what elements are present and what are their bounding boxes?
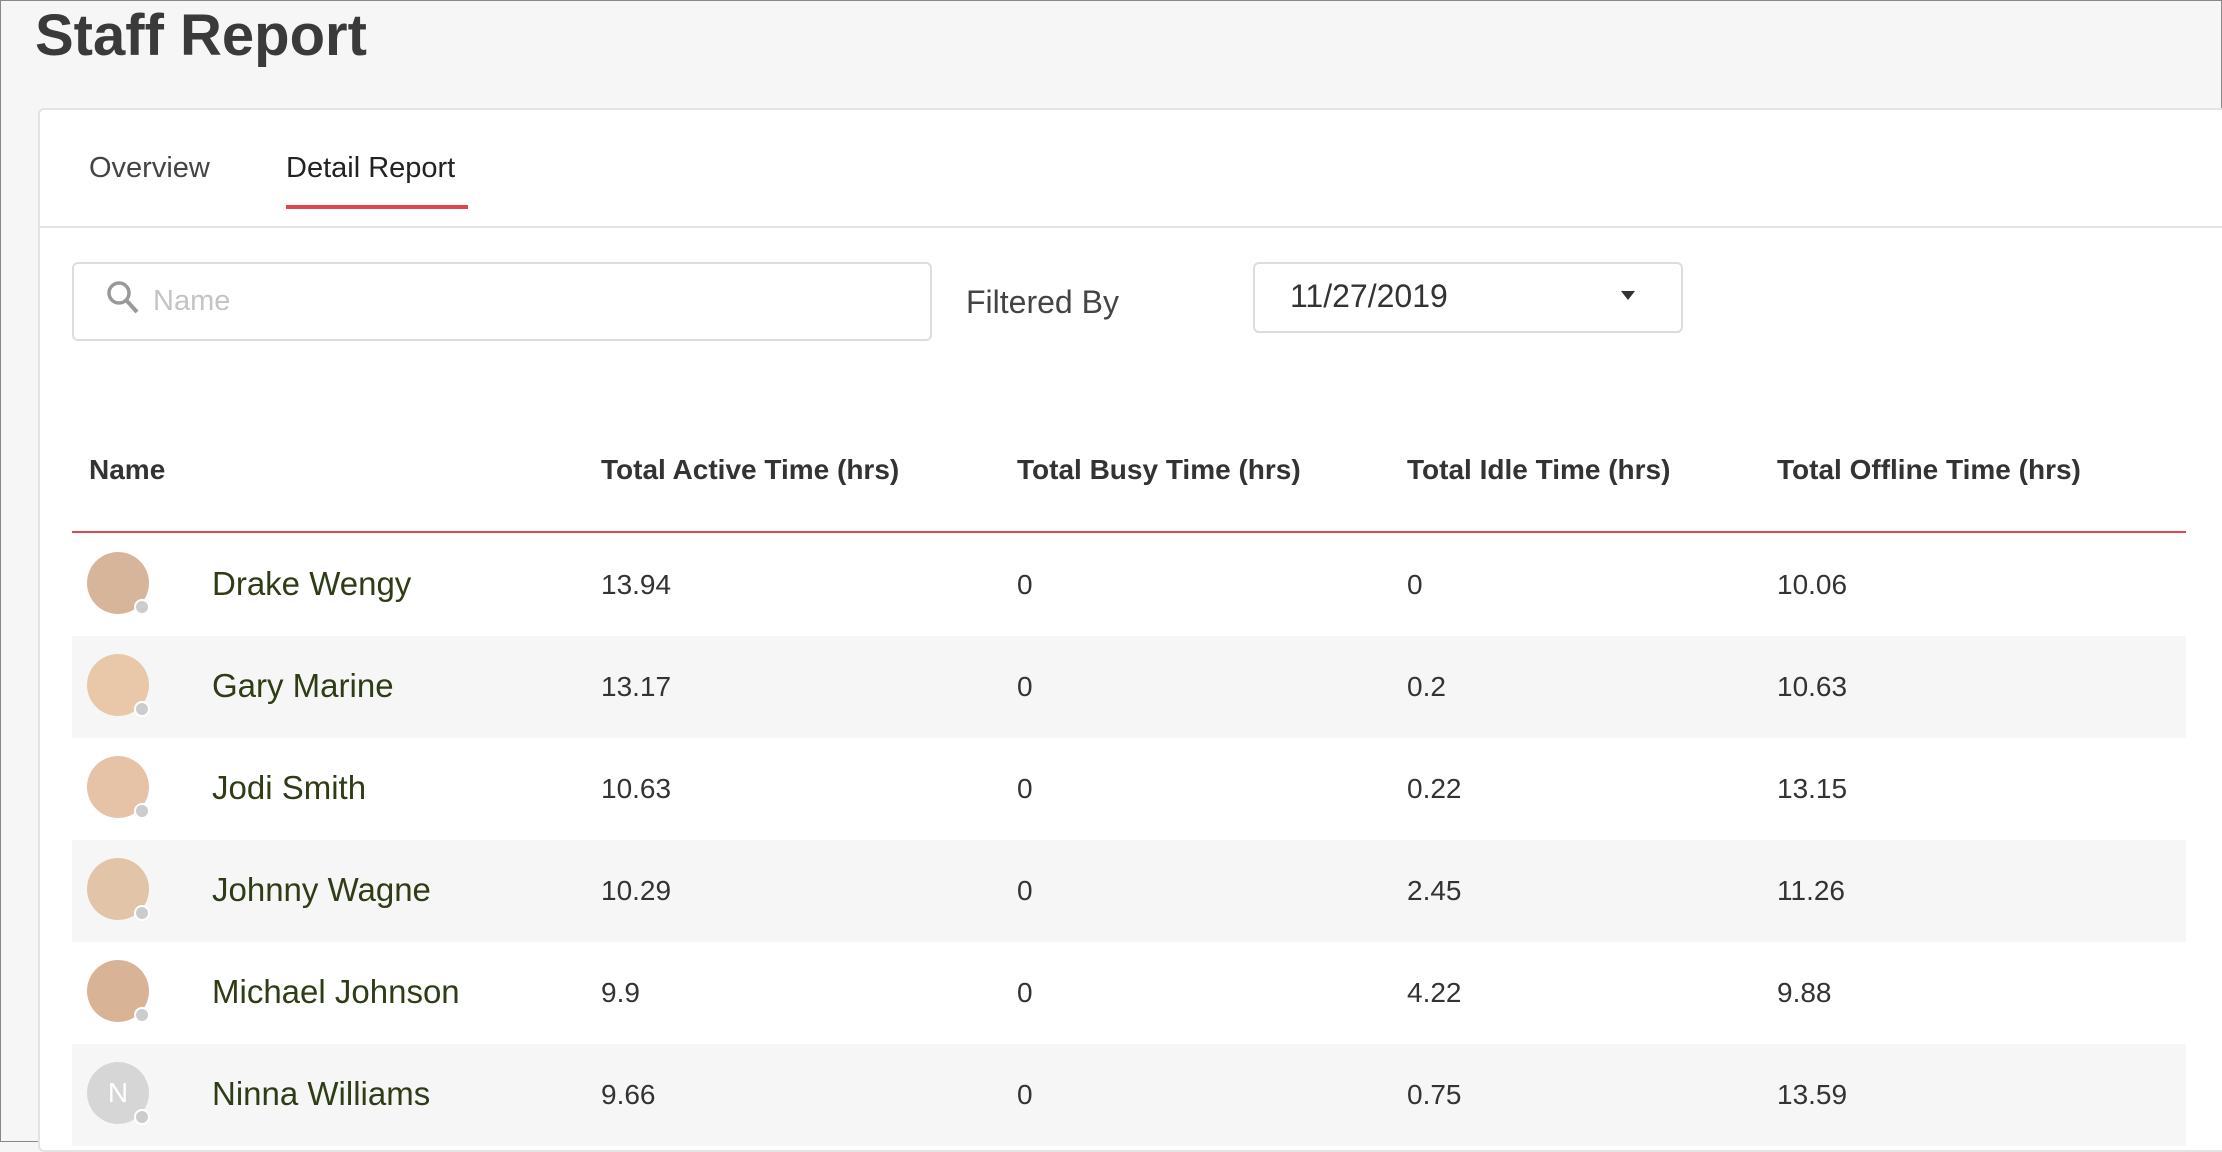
cell: 13.17 bbox=[601, 671, 672, 702]
staff-name: Gary Marine bbox=[212, 667, 394, 704]
cell: 0.22 bbox=[1407, 773, 1462, 804]
header-line bbox=[72, 531, 2186, 533]
column-header: Total Offline Time (hrs) bbox=[1777, 454, 2081, 485]
cell: 9.66 bbox=[601, 1079, 656, 1110]
cell: 0 bbox=[1017, 569, 1033, 600]
column-header: Total Busy Time (hrs) bbox=[1017, 454, 1301, 485]
cell: 0 bbox=[1017, 977, 1033, 1008]
status-dot bbox=[134, 1109, 150, 1125]
cell: 0 bbox=[1017, 1079, 1033, 1110]
staff-name: Drake Wengy bbox=[212, 565, 412, 602]
cell: 0.75 bbox=[1407, 1079, 1462, 1110]
cell: 9.88 bbox=[1777, 977, 1832, 1008]
status-dot bbox=[134, 905, 150, 921]
staff-name: Johnny Wagne bbox=[212, 871, 431, 908]
cell: 10.63 bbox=[601, 773, 672, 804]
status-dot bbox=[134, 701, 150, 717]
search-input[interactable] bbox=[72, 262, 932, 341]
tab-active[interactable]: Detail Report bbox=[286, 152, 456, 184]
card bbox=[38, 108, 2222, 1152]
status-dot bbox=[134, 599, 150, 615]
placeholder: Name bbox=[153, 285, 231, 317]
cell: 2.45 bbox=[1407, 875, 1462, 906]
column-header: Total Active Time (hrs) bbox=[601, 454, 900, 485]
cell: 0 bbox=[1407, 569, 1423, 600]
cell: 13.94 bbox=[601, 569, 672, 600]
row-background bbox=[72, 1044, 2186, 1146]
filter-label: Filtered By bbox=[966, 284, 1119, 320]
cell: 11.26 bbox=[1777, 875, 1845, 906]
staff-name: Ninna Williams bbox=[212, 1075, 431, 1112]
column-header: Name bbox=[89, 454, 166, 485]
tab[interactable]: Overview bbox=[89, 152, 210, 184]
cell: 4.22 bbox=[1407, 977, 1462, 1008]
row-background bbox=[72, 840, 2186, 942]
tab-indicator bbox=[286, 205, 468, 209]
status-dot bbox=[134, 803, 150, 819]
cell: 10.63 bbox=[1777, 671, 1848, 702]
cell: 10.06 bbox=[1777, 569, 1848, 600]
cell: 0.2 bbox=[1407, 671, 1446, 702]
cell: 10.29 bbox=[601, 875, 672, 906]
cell: 9.9 bbox=[601, 977, 640, 1008]
column-header: Total Idle Time (hrs) bbox=[1407, 454, 1671, 485]
search-icon bbox=[107, 281, 139, 314]
staff-name: Jodi Smith bbox=[212, 769, 367, 806]
row-background bbox=[72, 636, 2186, 738]
status-dot bbox=[134, 1007, 150, 1023]
dropdown-arrow bbox=[1621, 291, 1635, 300]
staff-name: Michael Johnson bbox=[212, 973, 460, 1010]
cell: 13.59 bbox=[1777, 1079, 1848, 1110]
cell: 0 bbox=[1017, 773, 1033, 804]
page-title: Staff Report bbox=[35, 3, 367, 68]
divider bbox=[38, 226, 2222, 228]
date-value: 11/27/2019 bbox=[1290, 278, 1448, 314]
date-select[interactable] bbox=[1253, 262, 1683, 333]
cell: 13.15 bbox=[1777, 773, 1848, 804]
cell: 0 bbox=[1017, 875, 1033, 906]
cell: 0 bbox=[1017, 671, 1033, 702]
